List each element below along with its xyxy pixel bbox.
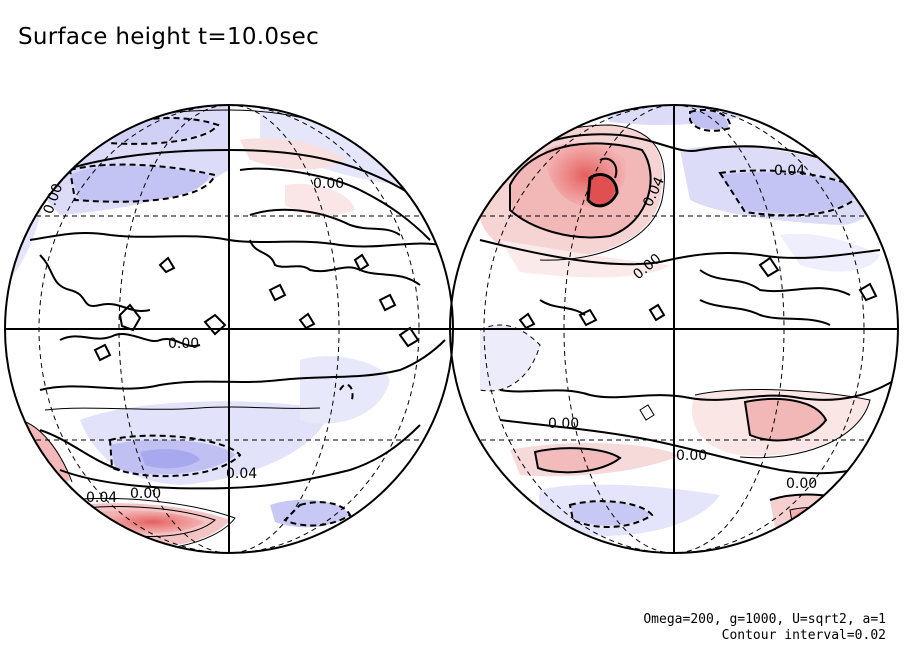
footer-info: Omega=200, g=1000, U=sqrt2, a=1 Contour … [643, 612, 886, 644]
model-parameters: Omega=200, g=1000, U=sqrt2, a=1 [643, 612, 886, 627]
right-label-5: 0.00 [676, 448, 707, 464]
right-label-6: 0.00 [786, 476, 817, 492]
right-globe-outline [449, 104, 899, 554]
left-shading [5, 105, 420, 548]
left-hemisphere: 0.00 0.00 0.04 0.00 0.04 0.00 [4, 104, 454, 554]
right-label-2: 0.04 [774, 163, 805, 179]
right-label-4: 0.00 [548, 416, 579, 432]
plot-title: Surface height t=10.0sec [18, 24, 320, 50]
right-shading [478, 105, 880, 536]
left-label-2: 0.00 [168, 336, 199, 352]
left-label-3: 0.04 [226, 466, 257, 482]
left-label-5: 0.04 [86, 490, 117, 506]
left-label-4: 0.00 [130, 486, 161, 502]
right-label-3: 0.00 [630, 251, 664, 283]
right-hemisphere: 0.04 0.04 0.00 0.00 0.00 0.00 [449, 104, 899, 554]
left-label-1: 0.00 [313, 176, 344, 192]
contour-interval: Contour interval=0.02 [721, 628, 886, 643]
